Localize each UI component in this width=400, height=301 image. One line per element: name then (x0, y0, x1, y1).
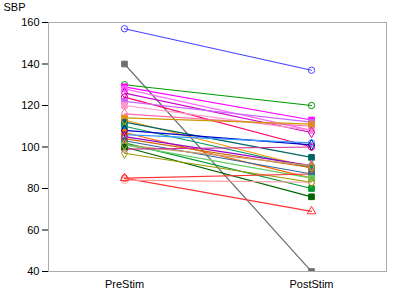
svg-text:40: 40 (27, 265, 39, 277)
svg-text:60: 60 (27, 224, 39, 236)
svg-text:160: 160 (21, 16, 39, 28)
svg-text:SBP: SBP (4, 1, 26, 13)
svg-text:100: 100 (21, 141, 39, 153)
svg-text:PreStim: PreStim (105, 278, 144, 290)
svg-text:140: 140 (21, 58, 39, 70)
svg-text:80: 80 (27, 182, 39, 194)
svg-text:PostStim: PostStim (289, 278, 333, 290)
svg-text:120: 120 (21, 99, 39, 111)
